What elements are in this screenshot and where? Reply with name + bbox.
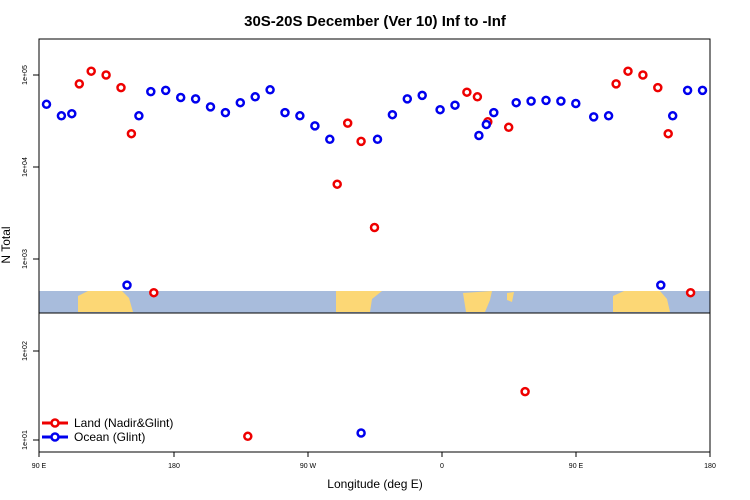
landmass-south-america — [336, 291, 382, 312]
legend-marker-ocean — [50, 432, 60, 442]
upper-ocean-point — [571, 98, 581, 109]
upper-ocean-point — [220, 107, 231, 118]
upper-y-tick-label: 1e+03 — [22, 249, 29, 269]
upper-ocean-point — [667, 111, 678, 121]
upper-land-point — [472, 92, 483, 102]
lower-panel: 1e+01 1e+02 — [22, 312, 711, 453]
lower-ocean-point — [356, 428, 366, 438]
upper-ocean-point — [474, 130, 484, 141]
upper-ocean-point — [310, 121, 320, 131]
upper-ocean-point — [603, 111, 614, 121]
landmass-australia — [78, 291, 133, 312]
lower-land-point — [243, 431, 253, 442]
upper-land-point — [663, 128, 673, 139]
landmass-madagascar — [507, 292, 514, 302]
landmass-africa — [463, 291, 492, 312]
upper-land-point — [623, 66, 633, 76]
upper-ocean-point — [265, 85, 275, 95]
upper-ocean-point — [481, 119, 492, 130]
upper-ocean-point — [450, 100, 460, 110]
chart-title: 30S-20S December (Ver 10) Inf to -Inf — [244, 13, 507, 30]
upper-land-point — [149, 287, 159, 298]
upper-ocean-point — [205, 102, 216, 112]
upper-land-point — [126, 128, 137, 139]
lower-data-points — [243, 386, 530, 442]
upper-land-point — [503, 122, 514, 133]
upper-ocean-point — [175, 92, 186, 103]
upper-ocean-point — [402, 94, 413, 104]
y-axis-label: N Total — [0, 226, 13, 263]
legend: Land (Nadir&Glint) Ocean (Glint) — [42, 416, 173, 444]
upper-land-point — [611, 79, 621, 89]
x-tick-label: 90 W — [300, 463, 317, 470]
upper-ocean-point — [387, 109, 398, 120]
legend-label-land: Land (Nadir&Glint) — [74, 416, 173, 430]
upper-ocean-point — [146, 86, 156, 97]
upper-ocean-point — [682, 85, 693, 96]
upper-ocean-point — [656, 280, 666, 290]
legend-label-ocean: Ocean (Glint) — [74, 430, 145, 444]
upper-ocean-point — [67, 108, 77, 119]
upper-y-tick-label: 1e+04 — [22, 157, 29, 177]
lower-panel-frame — [38, 312, 711, 453]
lower-y-axis: 1e+01 1e+02 — [22, 341, 39, 450]
x-tick-label: 90 E — [32, 463, 47, 470]
upper-ocean-point — [556, 96, 566, 106]
upper-ocean-point — [56, 111, 67, 121]
upper-ocean-point — [160, 85, 171, 96]
map-strip — [39, 291, 710, 313]
upper-ocean-point — [697, 85, 708, 96]
upper-ocean-point — [295, 111, 305, 121]
upper-land-point — [342, 118, 353, 128]
upper-ocean-point — [250, 92, 260, 102]
upper-ocean-point — [280, 107, 290, 118]
upper-ocean-point — [417, 90, 427, 101]
landmass-australia-repeat — [613, 291, 670, 312]
x-tick-label: 0 — [440, 463, 444, 470]
upper-land-point — [332, 179, 342, 189]
upper-ocean-point — [526, 96, 536, 106]
upper-land-point — [638, 70, 648, 80]
upper-ocean-point — [588, 112, 599, 122]
upper-ocean-point — [511, 97, 521, 108]
upper-land-point — [653, 82, 663, 93]
upper-land-point — [356, 136, 366, 147]
x-axis: 90 E 180 90 W 0 90 E 180 — [32, 452, 716, 470]
upper-land-point — [101, 70, 111, 80]
upper-ocean-point — [134, 111, 144, 121]
legend-marker-land — [50, 418, 60, 428]
upper-ocean-point — [489, 107, 499, 118]
lower-land-point — [520, 386, 530, 397]
upper-land-point — [685, 287, 696, 298]
upper-y-axis: 1e+03 1e+04 1e+05 — [22, 65, 39, 269]
x-tick-label: 90 E — [569, 463, 584, 470]
x-axis-label: Longitude (deg E) — [327, 477, 422, 491]
upper-ocean-point — [190, 94, 201, 104]
upper-ocean-point — [122, 280, 132, 290]
upper-land-point — [369, 222, 380, 233]
upper-ocean-point — [435, 104, 445, 115]
upper-land-point — [462, 87, 472, 97]
upper-ocean-point — [372, 134, 383, 145]
upper-ocean-point — [325, 134, 335, 145]
map-strip-ocean — [39, 291, 710, 313]
upper-panel: 1e+03 1e+04 1e+05 — [22, 38, 711, 314]
lower-y-tick-label: 1e+02 — [22, 341, 29, 361]
lower-y-tick-label: 1e+01 — [22, 430, 29, 450]
x-tick-label: 180 — [704, 463, 716, 470]
upper-land-point — [74, 79, 85, 89]
upper-ocean-point — [235, 97, 246, 108]
upper-land-point — [116, 82, 126, 93]
upper-ocean-point — [41, 99, 52, 110]
upper-y-tick-label: 1e+05 — [22, 65, 29, 85]
upper-land-point — [86, 66, 96, 76]
upper-ocean-point — [541, 95, 551, 106]
x-tick-label: 180 — [168, 463, 180, 470]
upper-data-points — [41, 66, 708, 298]
